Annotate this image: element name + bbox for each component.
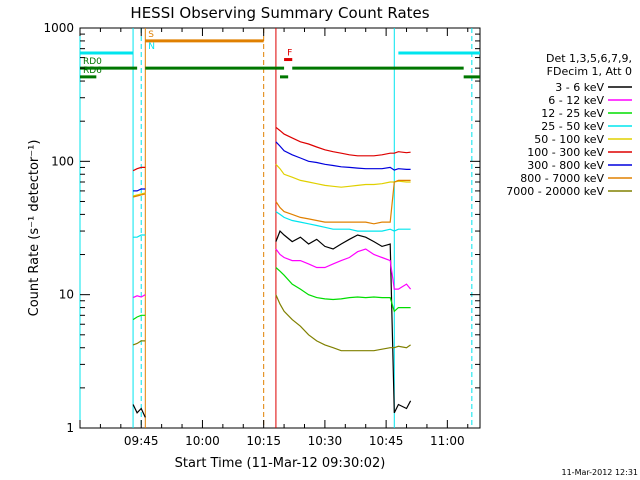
series-line-2-0 bbox=[132, 314, 146, 321]
y-axis-label: Count Rate (s⁻¹ detector⁻¹) bbox=[27, 140, 42, 317]
series-line-7-0 bbox=[132, 193, 146, 198]
flag-label-0: S bbox=[148, 30, 154, 40]
series-line-6-0 bbox=[133, 188, 146, 192]
y-axis: 1 10 100 1000 bbox=[43, 21, 480, 435]
series-line-5-0 bbox=[132, 166, 146, 172]
x-tick-label-5: 11:00 bbox=[430, 434, 465, 448]
legend-label-1: 6 - 12 keV bbox=[548, 94, 604, 107]
series-line-1-0 bbox=[132, 294, 146, 299]
series-line-5-1 bbox=[275, 126, 411, 157]
legend-label-3: 25 - 50 keV bbox=[541, 120, 604, 133]
y-tick-label-2: 100 bbox=[51, 154, 74, 168]
series-line-4-0 bbox=[132, 192, 146, 197]
legend-header-1: FDecim 1, Att 0 bbox=[547, 65, 632, 78]
series-line-0-0 bbox=[132, 404, 146, 418]
x-tick-label-0: 09:45 bbox=[124, 434, 159, 448]
legend-label-8: 7000 - 20000 keV bbox=[506, 185, 604, 198]
x-tick-label-3: 10:30 bbox=[308, 434, 343, 448]
series-lines bbox=[132, 126, 412, 418]
legend: Det 1,3,5,6,7,9,FDecim 1, Att 0 3 - 6 keV… bbox=[506, 52, 632, 198]
series-line-1-1 bbox=[275, 248, 412, 290]
series-line-0-1 bbox=[275, 230, 412, 414]
series-line-6-1 bbox=[275, 141, 411, 171]
series-line-8-1 bbox=[275, 294, 411, 352]
y-tick-label-1: 10 bbox=[59, 288, 74, 302]
legend-label-7: 800 - 7000 keV bbox=[520, 172, 604, 185]
series-line-4-1 bbox=[275, 163, 411, 188]
event-lines bbox=[79, 28, 473, 428]
legend-label-0: 3 - 6 keV bbox=[555, 81, 604, 94]
y-tick-label-0: 1 bbox=[66, 421, 74, 435]
x-axis-label: Start Time (11-Mar-12 09:30:02) bbox=[175, 456, 386, 471]
chart-title: HESSI Observing Summary Count Rates bbox=[130, 4, 429, 22]
x-tick-label-2: 10:15 bbox=[246, 434, 281, 448]
legend-label-6: 300 - 800 keV bbox=[527, 159, 604, 172]
flag-label-3: F bbox=[287, 49, 292, 59]
series-line-7-1 bbox=[275, 179, 411, 225]
legend-label-2: 12 - 25 keV bbox=[541, 107, 604, 120]
x-tick-label-4: 10:45 bbox=[369, 434, 404, 448]
flag-label-1: N bbox=[148, 42, 155, 52]
x-axis: 09:45 10:00 10:15 10:30 10:45 11:00 bbox=[79, 28, 469, 448]
y-tick-label-3: 1000 bbox=[43, 21, 74, 35]
legend-label-5: 100 - 300 keV bbox=[527, 146, 604, 159]
plot-frame bbox=[79, 27, 481, 429]
flag-label-4: RD0 bbox=[83, 57, 102, 67]
series-line-3-1 bbox=[275, 211, 411, 232]
x-tick-label-1: 10:00 bbox=[185, 434, 220, 448]
legend-header-0: Det 1,3,5,6,7,9, bbox=[546, 52, 632, 65]
series-line-3-0 bbox=[133, 234, 146, 238]
series-line-2-1 bbox=[275, 267, 411, 313]
timestamp: 11-Mar-2012 12:31 bbox=[562, 468, 639, 477]
legend-label-4: 50 - 100 keV bbox=[534, 133, 604, 146]
flag-label-8: RD6 bbox=[83, 66, 102, 76]
series-line-8-0 bbox=[132, 340, 146, 346]
